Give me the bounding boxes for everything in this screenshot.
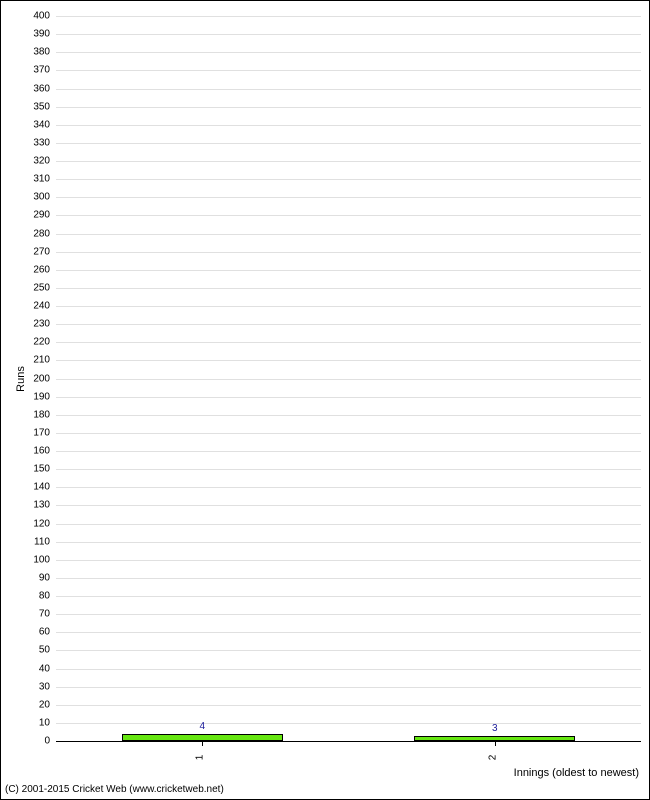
- y-tick-label: 160: [1, 446, 50, 457]
- y-tick-label: 20: [1, 699, 50, 710]
- y-tick-label: 90: [1, 572, 50, 583]
- gridline: [56, 451, 641, 452]
- bar-value-label: 3: [492, 723, 498, 734]
- chart-container: 43 Runs Innings (oldest to newest) (C) 2…: [0, 0, 650, 800]
- gridline: [56, 270, 641, 271]
- gridline: [56, 560, 641, 561]
- gridline: [56, 306, 641, 307]
- y-tick-label: 340: [1, 119, 50, 130]
- y-tick-label: 180: [1, 409, 50, 420]
- y-tick-label: 190: [1, 391, 50, 402]
- gridline: [56, 524, 641, 525]
- y-tick-label: 60: [1, 627, 50, 638]
- y-tick-label: 360: [1, 83, 50, 94]
- gridline: [56, 415, 641, 416]
- gridline: [56, 143, 641, 144]
- y-tick-label: 10: [1, 717, 50, 728]
- x-tick-label: 2: [487, 755, 498, 761]
- gridline: [56, 107, 641, 108]
- gridline: [56, 197, 641, 198]
- gridline: [56, 578, 641, 579]
- y-tick-label: 240: [1, 301, 50, 312]
- y-tick-label: 300: [1, 192, 50, 203]
- y-tick-label: 40: [1, 663, 50, 674]
- gridline: [56, 161, 641, 162]
- y-tick-label: 250: [1, 282, 50, 293]
- gridline: [56, 16, 641, 17]
- x-tick-label: 1: [195, 755, 206, 761]
- y-tick-label: 120: [1, 518, 50, 529]
- plot-area: 43: [56, 16, 641, 741]
- gridline: [56, 397, 641, 398]
- x-tick-mark: [495, 741, 496, 746]
- y-tick-label: 330: [1, 137, 50, 148]
- gridline: [56, 687, 641, 688]
- y-tick-label: 220: [1, 337, 50, 348]
- x-tick-mark: [202, 741, 203, 746]
- y-tick-label: 140: [1, 482, 50, 493]
- gridline: [56, 542, 641, 543]
- y-tick-label: 350: [1, 101, 50, 112]
- gridline: [56, 324, 641, 325]
- y-tick-label: 290: [1, 210, 50, 221]
- gridline: [56, 632, 641, 633]
- x-axis-label: Innings (oldest to newest): [514, 767, 639, 779]
- gridline: [56, 614, 641, 615]
- y-tick-label: 320: [1, 156, 50, 167]
- y-tick-label: 270: [1, 246, 50, 257]
- y-tick-label: 230: [1, 319, 50, 330]
- gridline: [56, 669, 641, 670]
- bar: [122, 734, 283, 741]
- copyright-text: (C) 2001-2015 Cricket Web (www.cricketwe…: [5, 784, 224, 795]
- gridline: [56, 433, 641, 434]
- gridline: [56, 125, 641, 126]
- gridline: [56, 469, 641, 470]
- gridline: [56, 342, 641, 343]
- y-tick-label: 210: [1, 355, 50, 366]
- gridline: [56, 52, 641, 53]
- y-tick-label: 0: [1, 736, 50, 747]
- gridline: [56, 487, 641, 488]
- y-tick-label: 100: [1, 554, 50, 565]
- y-tick-label: 130: [1, 500, 50, 511]
- gridline: [56, 70, 641, 71]
- bar-value-label: 4: [199, 721, 205, 732]
- y-tick-label: 170: [1, 427, 50, 438]
- gridline: [56, 650, 641, 651]
- gridline: [56, 723, 641, 724]
- y-tick-label: 380: [1, 47, 50, 58]
- y-tick-label: 280: [1, 228, 50, 239]
- x-axis-line: [56, 741, 641, 742]
- gridline: [56, 179, 641, 180]
- y-tick-label: 110: [1, 536, 50, 547]
- gridline: [56, 596, 641, 597]
- y-tick-label: 30: [1, 681, 50, 692]
- y-tick-label: 200: [1, 373, 50, 384]
- gridline: [56, 505, 641, 506]
- y-tick-label: 70: [1, 609, 50, 620]
- y-tick-label: 50: [1, 645, 50, 656]
- gridline: [56, 215, 641, 216]
- y-tick-label: 310: [1, 174, 50, 185]
- y-tick-label: 400: [1, 11, 50, 22]
- gridline: [56, 89, 641, 90]
- gridline: [56, 288, 641, 289]
- y-tick-label: 370: [1, 65, 50, 76]
- gridline: [56, 360, 641, 361]
- gridline: [56, 34, 641, 35]
- y-tick-label: 150: [1, 464, 50, 475]
- y-tick-label: 80: [1, 591, 50, 602]
- gridline: [56, 252, 641, 253]
- gridline: [56, 379, 641, 380]
- gridline: [56, 705, 641, 706]
- y-tick-label: 260: [1, 264, 50, 275]
- y-tick-label: 390: [1, 29, 50, 40]
- gridline: [56, 234, 641, 235]
